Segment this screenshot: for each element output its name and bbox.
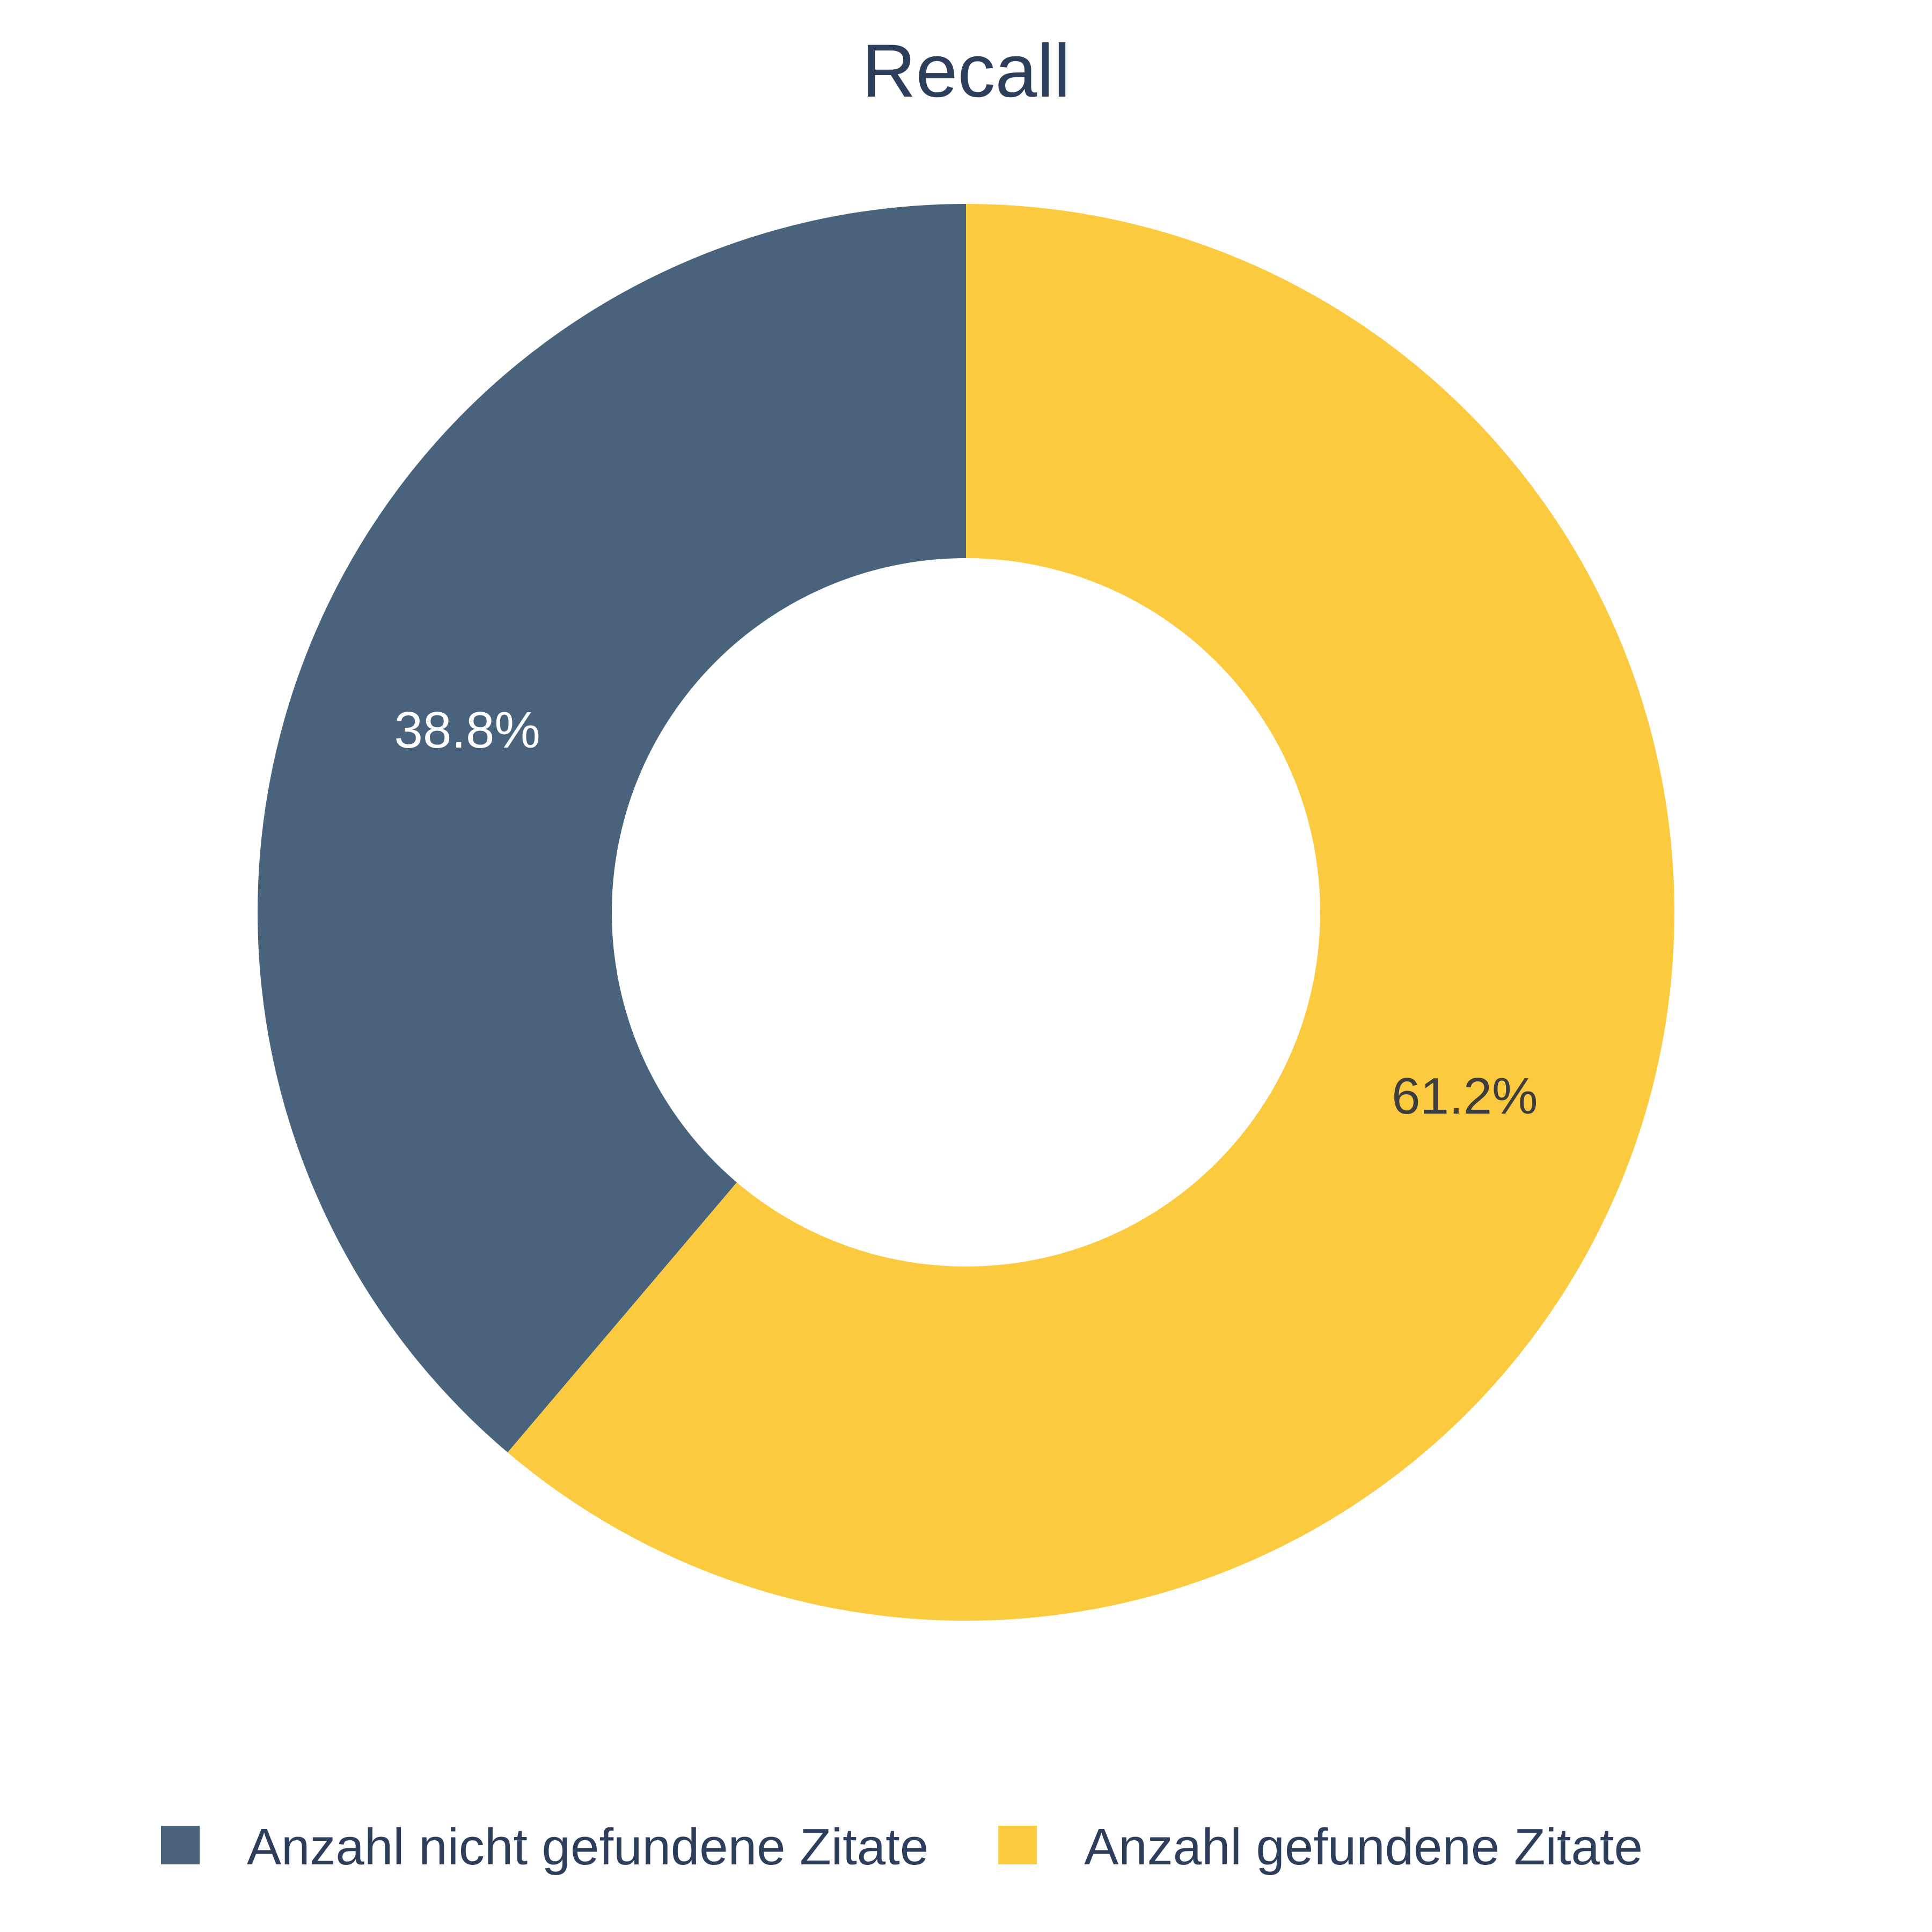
slice-labels: 38.8% 61.2%: [394, 701, 1538, 1125]
chart-title: Recall: [861, 28, 1070, 113]
slice-label-1: 38.8%: [394, 701, 540, 759]
legend: Anzahl nicht gefundene Zitate Anzahl gefu…: [161, 1818, 1643, 1876]
legend-label-2: Anzahl gefundene Zitate: [1084, 1818, 1643, 1876]
legend-swatch-1: [161, 1826, 200, 1864]
slice-label-2: 61.2%: [1392, 1067, 1538, 1125]
legend-swatch-2: [998, 1826, 1037, 1864]
donut-slices: [258, 204, 1675, 1621]
legend-label-1: Anzahl nicht gefundene Zitate: [247, 1818, 928, 1876]
donut-slice-2: [507, 204, 1675, 1621]
donut-slice-1: [258, 204, 967, 1453]
